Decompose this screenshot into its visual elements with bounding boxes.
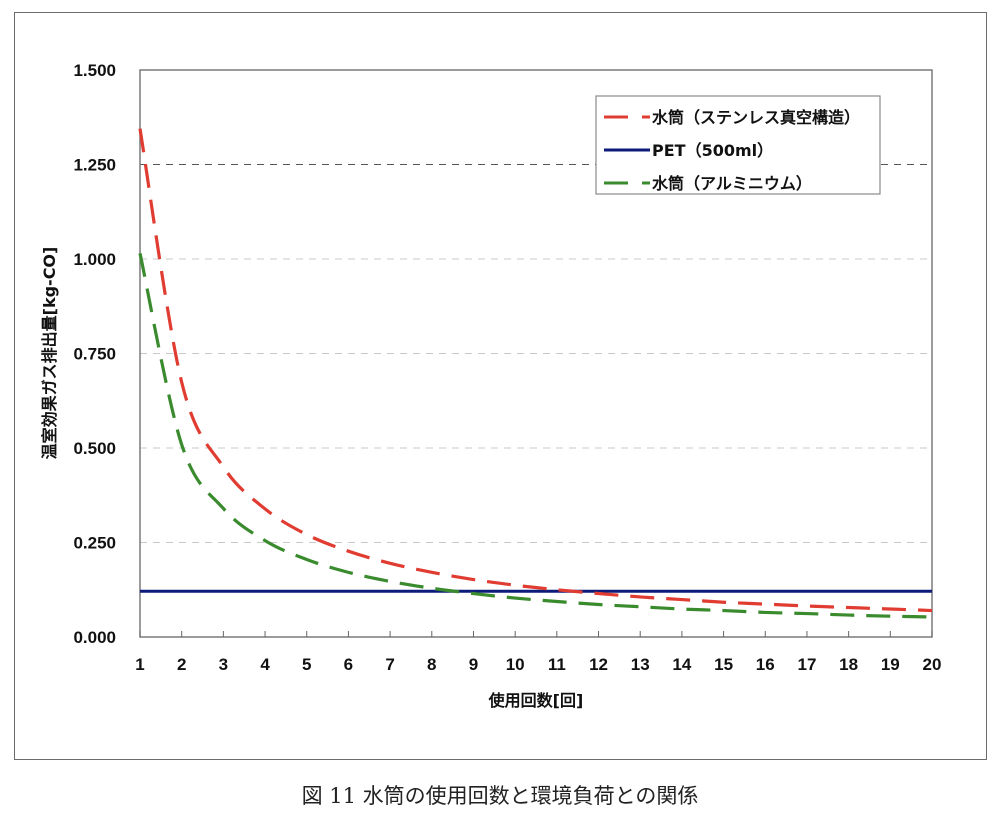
x-tick-label: 13 <box>631 655 650 674</box>
legend: 水筒（ステンレス真空構造） PET（500ml） 水筒（アルミニウム） <box>595 95 881 195</box>
series-line-2 <box>138 252 933 619</box>
y-tick-label: 1.500 <box>73 61 116 80</box>
x-tick-label: 12 <box>589 655 608 674</box>
figure-caption: 図 11 水筒の使用回数と環境負荷との関係 <box>301 784 699 808</box>
x-tick-label: 2 <box>177 655 186 674</box>
legend-item: 水筒（アルミニウム） <box>604 174 812 193</box>
x-tick-label: 11 <box>548 655 566 674</box>
x-tick-label: 20 <box>923 655 942 674</box>
x-tick-label: 4 <box>260 655 270 674</box>
y-tick-label: 0.500 <box>73 439 116 458</box>
x-tick-label: 3 <box>219 655 228 674</box>
legend-box <box>595 95 881 195</box>
legend-label: 水筒（アルミニウム） <box>652 174 812 193</box>
x-tick-label: 16 <box>756 655 775 674</box>
legend-label: PET（500ml） <box>652 141 773 160</box>
y-axis-title: 温室効果ガス排出量[kg-CO] <box>40 247 59 461</box>
legend-label: 水筒（ステンレス真空構造） <box>652 108 860 127</box>
x-axis-title: 使用回数[回] <box>488 691 584 710</box>
x-tick-label: 17 <box>797 655 816 674</box>
y-tick-label: 1.000 <box>73 250 116 269</box>
x-tick-label: 9 <box>469 655 478 674</box>
series-line-0 <box>138 128 933 613</box>
x-tick-label: 10 <box>506 655 525 674</box>
y-tick-label: 0.750 <box>73 345 116 364</box>
x-tick-label: 1 <box>135 655 144 674</box>
series-layer <box>138 128 933 619</box>
plot-area <box>139 69 933 638</box>
x-tick-label: 7 <box>385 655 394 674</box>
x-tick-label: 8 <box>427 655 436 674</box>
y-tick-label: 1.250 <box>73 156 116 175</box>
gridlines <box>140 164 932 543</box>
x-tick-label: 14 <box>672 655 691 674</box>
y-tick-label: 0.250 <box>73 534 116 553</box>
y-axis-ticks: 0.000 0.250 0.500 0.750 1.000 1.250 1.500 <box>73 61 116 647</box>
x-tick-label: 6 <box>344 655 353 674</box>
y-tick-label: 0.000 <box>73 628 116 647</box>
x-tick-label: 19 <box>881 655 900 674</box>
legend-item: PET（500ml） <box>604 141 773 160</box>
x-tick-label: 15 <box>714 655 733 674</box>
x-tick-label: 5 <box>302 655 311 674</box>
x-axis-ticks: 1 2 3 4 5 6 7 8 9 10 11 12 13 14 15 16 17 18 19 20 <box>135 631 941 674</box>
x-tick-label: 18 <box>839 655 858 674</box>
legend-item: 水筒（ステンレス真空構造） <box>604 108 860 127</box>
